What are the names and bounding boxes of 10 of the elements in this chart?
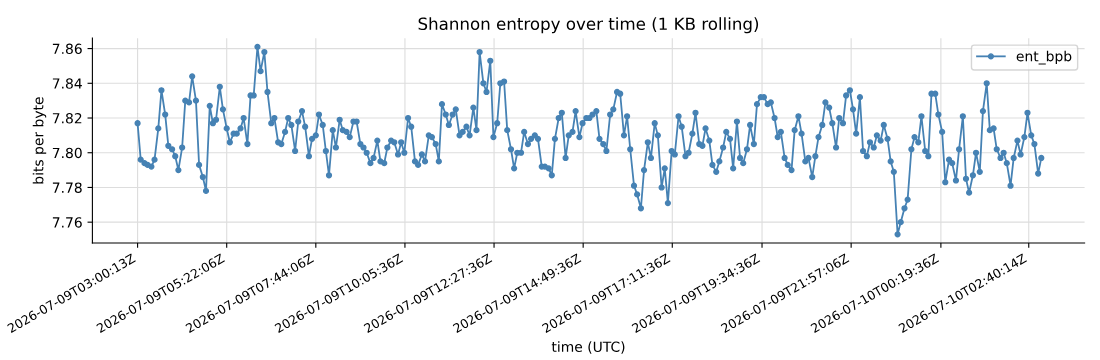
x-axis-title: time (UTC) [551,341,625,354]
y-tick-label: 7.82 [52,112,82,124]
chart-title: Shannon entropy over time (1 KB rolling) [418,17,759,34]
y-tick-label: 7.80 [52,147,82,159]
y-tick-label: 7.86 [52,43,82,55]
y-tick-label: 7.76 [52,217,82,228]
y-axis-title: bits per byte [32,97,47,184]
y-tick-label: 7.78 [52,182,82,193]
y-tick-label: 7.84 [52,78,82,89]
legend-label: ent_bpb [1016,50,1072,65]
